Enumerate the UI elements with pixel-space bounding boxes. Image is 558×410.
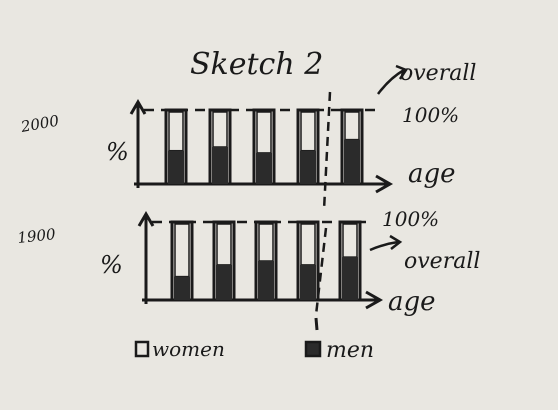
- top-bar-men-segment: [212, 147, 228, 184]
- bottom-bar-men-segment: [258, 261, 274, 300]
- bottom-bar-men-segment: [174, 276, 190, 300]
- top-overall-arrow: [377, 68, 405, 95]
- bottom-overall-arrowhead: [389, 234, 403, 250]
- top-y-axis-arrowhead: [129, 99, 147, 115]
- legend-men-swatch: [304, 340, 322, 358]
- top-percent-label: 100%: [402, 103, 459, 127]
- bottom-x-axis-arrowhead: [365, 290, 384, 310]
- bottom-overall-label: overall: [404, 249, 480, 274]
- legend-women-swatch: [134, 340, 150, 358]
- bottom-percent-label: 100%: [382, 207, 439, 231]
- top-chart-year-label: 2000: [19, 112, 61, 137]
- top-overall-arrowhead: [395, 64, 408, 80]
- top-bar-men-segment: [300, 150, 316, 184]
- top-x-axis-arrowhead: [375, 174, 394, 194]
- bottom-chart-x-label: age: [388, 287, 436, 317]
- top-chart-x-label: age: [408, 159, 456, 189]
- bottom-chart-year-label: 1900: [17, 225, 57, 247]
- legend-men-label: men: [326, 338, 374, 363]
- bottom-overall-arrow: [369, 240, 399, 252]
- top-overall-label: overall: [400, 61, 476, 86]
- top-chart: [129, 99, 394, 194]
- bottom-y-axis-arrowhead: [137, 211, 155, 227]
- sketch-title: Sketch 2: [190, 47, 323, 82]
- bottom-bar-men-segment: [342, 257, 358, 300]
- bottom-bar-men-segment: [300, 264, 316, 300]
- top-chart-y-label: %: [106, 138, 129, 166]
- bottom-bar-men-segment: [216, 264, 232, 300]
- median-tick: [314, 317, 319, 331]
- legend-women-label: women: [152, 337, 225, 361]
- top-bar-men-segment: [168, 150, 184, 184]
- top-median-dash-line: [322, 91, 332, 211]
- top-bar-men-segment: [256, 152, 272, 184]
- bottom-chart-y-label: %: [100, 251, 123, 279]
- top-bar-men-segment: [344, 139, 360, 184]
- bottom-chart: [137, 211, 384, 310]
